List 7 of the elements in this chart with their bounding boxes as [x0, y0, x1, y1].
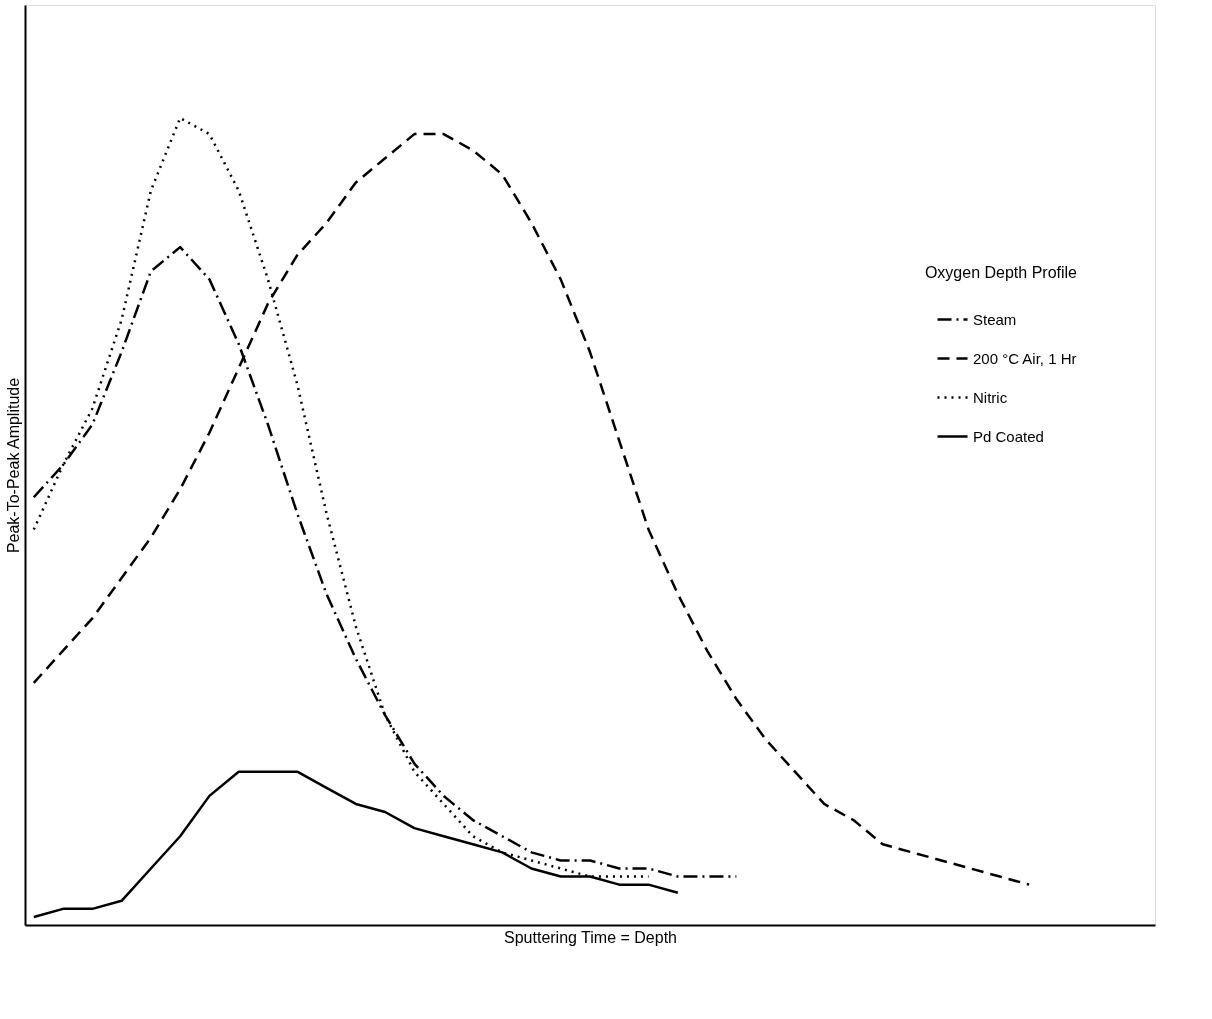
- legend-label: Pd Coated: [973, 427, 1044, 445]
- legend-title: Oxygen Depth Profile: [924, 264, 1078, 281]
- legend-label: Nitric: [973, 388, 1008, 406]
- x-axis-title: Sputtering Time = Depth: [504, 928, 677, 946]
- legend-label: 200 °C Air, 1 Hr: [973, 349, 1077, 367]
- legend-label: Steam: [973, 310, 1017, 328]
- y-axis-title: Peak-To-Peak Amplitude: [4, 377, 22, 554]
